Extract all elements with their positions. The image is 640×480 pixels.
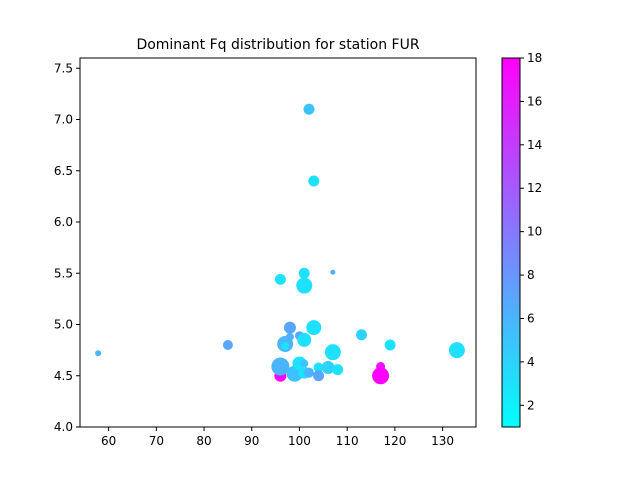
colorbar-tick-label: 12 — [527, 181, 542, 195]
data-point — [330, 269, 336, 275]
x-tick-label: 110 — [336, 434, 359, 448]
data-point — [448, 342, 465, 359]
x-tick-label: 70 — [149, 434, 164, 448]
x-tick-label: 100 — [288, 434, 311, 448]
y-tick-label: 5.5 — [54, 266, 73, 280]
data-point — [222, 340, 233, 350]
y-tick-label: 4.0 — [54, 420, 73, 434]
y-tick-label: 7.5 — [54, 61, 73, 75]
data-point — [298, 267, 310, 279]
x-axis: 60 70 80 90 100 110 120 130 — [101, 427, 454, 448]
data-point — [274, 273, 286, 285]
data-point — [281, 342, 290, 351]
colorbar-tick-label: 8 — [527, 268, 535, 282]
data-point — [321, 361, 335, 375]
colorbar-axis: 2 4 6 8 10 12 14 16 18 — [520, 51, 542, 412]
colorbar-tick-label: 18 — [527, 51, 542, 65]
data-point — [296, 277, 313, 294]
data-point — [355, 329, 367, 341]
data-point — [95, 350, 102, 357]
x-tick-label: 90 — [244, 434, 259, 448]
points-layer — [95, 103, 465, 385]
plot-frame — [79, 57, 477, 428]
data-point — [283, 321, 296, 334]
y-tick-label: 4.5 — [54, 369, 73, 383]
data-point — [384, 339, 396, 351]
y-tick-label: 6.0 — [54, 215, 73, 229]
x-tick-label: 120 — [383, 434, 406, 448]
y-tick-label: 6.5 — [54, 164, 73, 178]
chart-title: Dominant Fq distribution for station FUR — [136, 37, 419, 53]
data-point — [308, 175, 320, 187]
x-tick-label: 80 — [196, 434, 211, 448]
data-point — [300, 359, 309, 368]
colorbar — [501, 57, 521, 428]
colorbar-tick-label: 6 — [527, 311, 535, 325]
colorbar-tick-label: 10 — [527, 225, 542, 239]
data-point — [303, 103, 315, 115]
colorbar-tick-label: 16 — [527, 94, 542, 108]
data-point — [313, 370, 325, 382]
data-point — [324, 344, 341, 361]
colorbar-tick-label: 14 — [527, 138, 542, 152]
y-tick-label: 5.0 — [54, 318, 73, 332]
data-point — [271, 357, 290, 376]
y-tick-label: 7.0 — [54, 113, 73, 127]
data-point — [372, 367, 390, 385]
colorbar-tick-label: 4 — [527, 355, 535, 369]
x-tick-label: 60 — [101, 434, 116, 448]
data-point — [313, 362, 324, 373]
data-point — [297, 332, 312, 347]
colorbar-tick-label: 2 — [527, 398, 535, 412]
data-point — [285, 332, 294, 341]
x-tick-label: 130 — [431, 434, 454, 448]
y-axis: 4.0 4.5 5.0 5.5 6.0 6.5 7.0 7.5 — [54, 61, 80, 434]
data-point — [306, 320, 322, 336]
data-point — [304, 367, 315, 378]
data-point — [332, 364, 344, 376]
